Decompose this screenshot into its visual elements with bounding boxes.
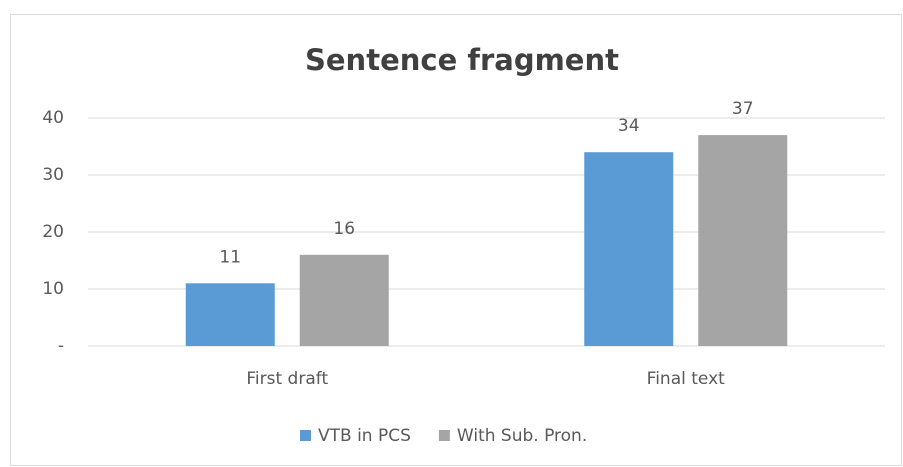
data-label: 37 xyxy=(732,99,754,119)
legend-swatch xyxy=(300,430,311,441)
y-tick-label: 40 xyxy=(42,108,64,128)
x-tick-label: Final text xyxy=(647,369,725,389)
data-label: 16 xyxy=(333,219,355,239)
y-tick-label: 30 xyxy=(42,165,64,185)
data-label: 11 xyxy=(219,247,241,267)
x-tick-label: First draft xyxy=(246,369,328,389)
bar xyxy=(698,135,788,346)
data-label: 34 xyxy=(618,116,640,136)
bar xyxy=(185,283,275,346)
y-tick-label: - xyxy=(58,336,64,356)
bar xyxy=(299,254,389,346)
legend-swatch xyxy=(438,430,450,441)
bar xyxy=(584,152,674,346)
legend-label: With Sub. Pron. xyxy=(457,426,587,446)
legend-label: VTB in PCS xyxy=(318,426,411,446)
y-tick-label: 10 xyxy=(42,279,64,299)
chart-title: Sentence fragment xyxy=(305,43,619,77)
y-tick-label: 20 xyxy=(42,222,64,242)
